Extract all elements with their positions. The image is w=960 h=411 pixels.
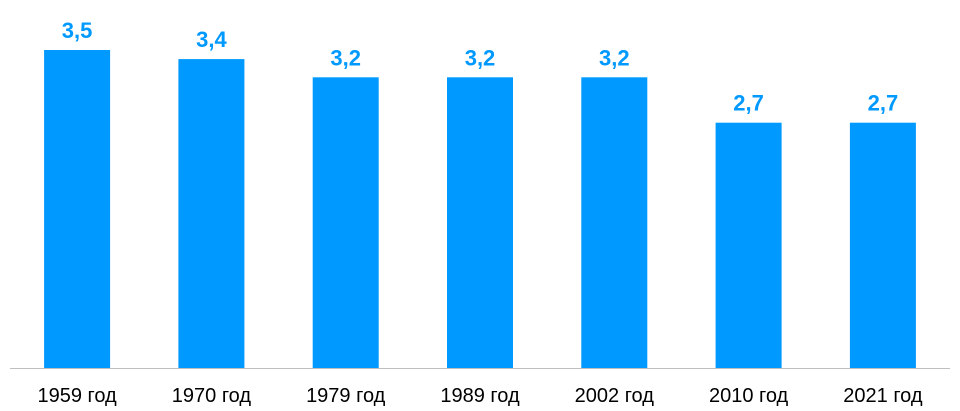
x-tick-label: 2010 год <box>709 385 789 407</box>
bar-value-label: 3,4 <box>196 27 227 52</box>
bar <box>849 122 916 368</box>
x-tick-label: 1979 год <box>306 385 386 407</box>
bar-value-label: 3,2 <box>330 45 361 70</box>
bar-value-label: 3,2 <box>599 45 630 70</box>
bar <box>44 50 111 368</box>
bar <box>178 59 245 368</box>
bar <box>312 77 379 369</box>
value-labels-group: 3,5 3,4 3,2 3,2 3,2 2,7 2,7 <box>62 18 898 116</box>
bars-group <box>44 50 916 369</box>
x-tick-label: 2021 год <box>843 385 923 407</box>
bar-value-label: 2,7 <box>868 91 899 116</box>
x-tick-label: 2002 год <box>575 385 655 407</box>
x-tick-labels-group: 1959 год 1970 год 1979 год 1989 год 2002 год… <box>37 385 922 407</box>
bar <box>447 77 513 369</box>
bar <box>581 77 648 369</box>
bar-value-label: 3,5 <box>62 18 93 43</box>
x-tick-label: 1970 год <box>172 385 252 407</box>
x-tick-label: 1989 год <box>440 385 520 407</box>
bar-value-label: 2,7 <box>733 91 764 116</box>
bar-value-label: 3,2 <box>465 45 496 70</box>
x-tick-label: 1959 год <box>37 385 117 407</box>
bar <box>715 122 782 368</box>
